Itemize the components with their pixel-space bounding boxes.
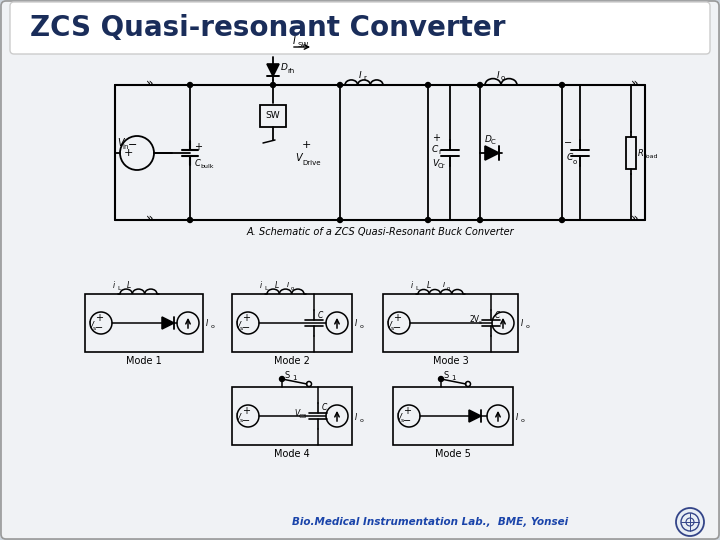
Text: I: I bbox=[443, 282, 445, 288]
Text: I: I bbox=[497, 71, 500, 79]
Text: SW: SW bbox=[298, 42, 310, 48]
Text: D: D bbox=[485, 134, 492, 144]
Text: +: + bbox=[242, 313, 250, 323]
Text: L: L bbox=[127, 280, 131, 289]
Text: Mode 2: Mode 2 bbox=[274, 356, 310, 366]
Text: I: I bbox=[293, 36, 296, 46]
Circle shape bbox=[426, 83, 431, 87]
Bar bbox=[260, 105, 286, 127]
Bar bbox=[393, 387, 513, 445]
Text: o: o bbox=[447, 286, 451, 291]
Text: o: o bbox=[521, 417, 525, 422]
Text: in: in bbox=[122, 144, 128, 150]
Text: o: o bbox=[526, 325, 530, 329]
Circle shape bbox=[187, 218, 192, 222]
Text: Bio.Medical Instrumentation Lab.,  BME, Yonsei: Bio.Medical Instrumentation Lab., BME, Y… bbox=[292, 517, 568, 527]
Text: A. Schematic of a ZCS Quasi-Resonant Buck Converter: A. Schematic of a ZCS Quasi-Resonant Buc… bbox=[246, 227, 514, 237]
Text: o: o bbox=[360, 417, 364, 422]
Text: s: s bbox=[240, 326, 243, 330]
Text: Mode 3: Mode 3 bbox=[433, 356, 469, 366]
Circle shape bbox=[438, 376, 444, 381]
Text: 1: 1 bbox=[292, 375, 297, 381]
Text: ZCS Quasi-resonant Converter: ZCS Quasi-resonant Converter bbox=[30, 14, 505, 42]
Text: V: V bbox=[396, 414, 401, 422]
Text: o: o bbox=[291, 286, 294, 291]
Text: Mode 1: Mode 1 bbox=[126, 356, 162, 366]
Text: V: V bbox=[88, 321, 94, 329]
Bar bbox=[232, 294, 352, 352]
Text: i: i bbox=[113, 280, 115, 289]
Text: Cr: Cr bbox=[438, 163, 446, 169]
Text: C: C bbox=[495, 310, 500, 320]
Text: −: − bbox=[128, 140, 138, 150]
Text: R: R bbox=[638, 148, 644, 158]
Text: V: V bbox=[235, 414, 240, 422]
Text: »: » bbox=[631, 77, 639, 90]
Text: C: C bbox=[195, 159, 201, 167]
Bar bbox=[626, 137, 636, 169]
Text: V: V bbox=[432, 159, 438, 167]
Text: I: I bbox=[355, 320, 357, 328]
Text: bulk: bulk bbox=[200, 165, 214, 170]
Text: +: + bbox=[95, 313, 103, 323]
Text: S: S bbox=[284, 370, 289, 380]
Circle shape bbox=[338, 83, 343, 87]
Circle shape bbox=[477, 83, 482, 87]
Text: »: » bbox=[146, 212, 154, 225]
Text: C: C bbox=[491, 139, 496, 145]
Text: i: i bbox=[411, 280, 413, 289]
Text: C: C bbox=[322, 403, 328, 413]
Text: s: s bbox=[391, 326, 395, 330]
Text: L: L bbox=[264, 286, 268, 291]
Text: i: i bbox=[260, 280, 262, 289]
Circle shape bbox=[426, 218, 431, 222]
Circle shape bbox=[676, 508, 704, 536]
Text: +: + bbox=[302, 140, 311, 150]
Text: 2V: 2V bbox=[469, 314, 479, 323]
Text: 1: 1 bbox=[451, 375, 456, 381]
Circle shape bbox=[187, 83, 192, 87]
Text: s: s bbox=[479, 320, 482, 325]
Text: V: V bbox=[295, 153, 302, 163]
Text: −: − bbox=[242, 416, 250, 426]
Bar bbox=[232, 387, 352, 445]
Text: −: − bbox=[393, 323, 401, 333]
Text: +: + bbox=[403, 406, 411, 416]
Text: C: C bbox=[432, 145, 438, 153]
Text: r: r bbox=[363, 75, 366, 81]
Polygon shape bbox=[267, 64, 279, 76]
Circle shape bbox=[466, 381, 470, 387]
Bar bbox=[85, 294, 203, 352]
Text: o: o bbox=[360, 325, 364, 329]
Polygon shape bbox=[485, 146, 499, 160]
Text: V: V bbox=[117, 138, 124, 148]
FancyBboxPatch shape bbox=[10, 2, 710, 54]
Text: +: + bbox=[123, 148, 132, 158]
Text: D: D bbox=[281, 63, 288, 71]
Text: Drive: Drive bbox=[302, 160, 320, 166]
Text: s: s bbox=[401, 418, 404, 423]
Text: I: I bbox=[521, 320, 523, 328]
Text: »: » bbox=[631, 212, 639, 225]
Polygon shape bbox=[162, 317, 174, 329]
Text: +: + bbox=[242, 406, 250, 416]
Text: I: I bbox=[359, 71, 361, 79]
Text: load: load bbox=[644, 154, 657, 159]
Text: V: V bbox=[235, 321, 240, 329]
Text: s: s bbox=[240, 418, 243, 423]
Circle shape bbox=[279, 376, 284, 381]
Text: S: S bbox=[444, 370, 449, 380]
Polygon shape bbox=[469, 410, 481, 422]
Text: −: − bbox=[242, 323, 250, 333]
Text: o: o bbox=[501, 75, 505, 81]
Circle shape bbox=[307, 381, 312, 387]
Text: V: V bbox=[386, 321, 391, 329]
Text: +: + bbox=[194, 142, 202, 152]
Text: I: I bbox=[206, 320, 208, 328]
Text: C: C bbox=[318, 310, 323, 320]
Text: o: o bbox=[211, 325, 215, 329]
Text: I: I bbox=[355, 413, 357, 422]
Text: −: − bbox=[95, 323, 103, 333]
Circle shape bbox=[559, 83, 564, 87]
